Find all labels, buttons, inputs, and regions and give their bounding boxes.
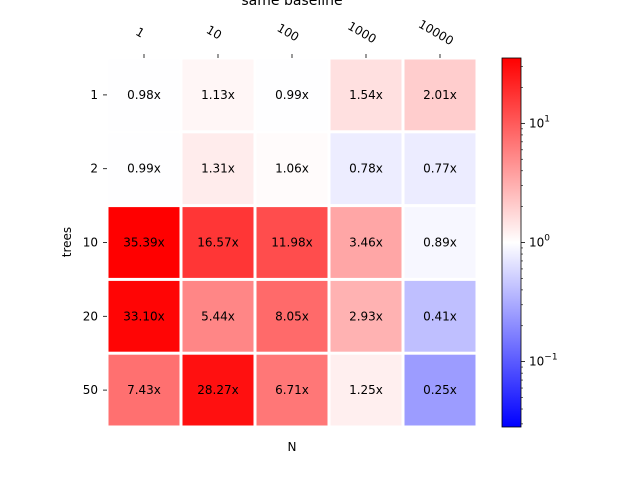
x-tick-label: 100 bbox=[275, 21, 302, 45]
y-axis-ticks: 1 2 10 20 50 bbox=[83, 88, 107, 397]
heatmap-cell bbox=[330, 133, 402, 205]
x-tick-label: 1 bbox=[133, 25, 147, 41]
colorbar: 10−1 100 101 bbox=[501, 57, 558, 428]
heatmap-cell bbox=[404, 280, 476, 352]
cell-value-label: 0.25x bbox=[423, 383, 457, 397]
heatmap-cell bbox=[256, 59, 328, 131]
y-tick-label: 50 bbox=[83, 383, 98, 397]
cell-value-label: 0.99x bbox=[127, 162, 161, 176]
colorbar-tick-label: 100 bbox=[529, 233, 550, 249]
heatmap-cell bbox=[256, 280, 328, 352]
heatmap-cell bbox=[256, 207, 328, 278]
cell-value-label: 3.46x bbox=[349, 236, 383, 250]
cell-value-label: 2.01x bbox=[423, 88, 457, 102]
colorbar-gradient bbox=[501, 57, 522, 428]
heatmap-cell bbox=[108, 354, 180, 426]
cell-value-label: 11.98x bbox=[271, 236, 312, 250]
cell-value-label: 6.71x bbox=[275, 383, 309, 397]
heatmap-cell bbox=[182, 133, 254, 205]
heatmap-cell bbox=[182, 280, 254, 352]
y-tick-label: 2 bbox=[90, 162, 98, 176]
cell-value-label: 0.98x bbox=[127, 88, 161, 102]
chart-title: same baseline bbox=[241, 0, 342, 9]
cell-value-label: 33.10x bbox=[123, 309, 164, 323]
cell-value-label: 35.39x bbox=[123, 236, 164, 250]
cell-value-label: 0.78x bbox=[349, 162, 383, 176]
x-axis-ticks: 1 10 100 1000 10000 bbox=[133, 17, 456, 58]
heatmap-cell bbox=[108, 280, 180, 352]
cell-value-label: 1.31x bbox=[201, 162, 235, 176]
cell-value-label: 0.77x bbox=[423, 162, 457, 176]
heatmap-cell bbox=[108, 207, 180, 278]
cell-value-label: 0.41x bbox=[423, 309, 457, 323]
cell-value-label: 1.54x bbox=[349, 88, 383, 102]
y-tick-label: 10 bbox=[83, 236, 98, 250]
heatmap-cells: 0.98x 1.13x 0.99x 1.54x 2.01x 0.99x 1.31x 1.06x… bbox=[108, 59, 476, 426]
cell-value-label: 1.25x bbox=[349, 383, 383, 397]
heatmap-cell bbox=[256, 133, 328, 205]
x-axis-label: N bbox=[288, 440, 297, 454]
heatmap-cell bbox=[404, 207, 476, 278]
cell-value-label: 0.99x bbox=[275, 88, 309, 102]
cell-value-label: 7.43x bbox=[127, 383, 161, 397]
cell-value-label: 28.27x bbox=[197, 383, 238, 397]
heatmap-cell bbox=[330, 207, 402, 278]
heatmap-cell bbox=[182, 59, 254, 131]
y-tick-label: 20 bbox=[83, 309, 98, 323]
cell-value-label: 2.93x bbox=[349, 309, 383, 323]
colorbar-tick-label: 10−1 bbox=[529, 353, 558, 369]
x-tick-label: 1000 bbox=[345, 19, 378, 46]
heatmap-cell bbox=[330, 280, 402, 352]
cell-value-label: 1.06x bbox=[275, 162, 309, 176]
cell-value-label: 16.57x bbox=[197, 236, 238, 250]
heatmap-cell bbox=[108, 133, 180, 205]
heatmap-cell bbox=[330, 59, 402, 131]
cell-value-label: 8.05x bbox=[275, 309, 309, 323]
y-tick-label: 1 bbox=[90, 88, 98, 102]
heatmap-cell bbox=[256, 354, 328, 426]
heatmap-cell bbox=[182, 207, 254, 278]
x-tick-label: 10 bbox=[204, 23, 224, 43]
heatmap-cell bbox=[330, 354, 402, 426]
heatmap-cell bbox=[108, 59, 180, 131]
colorbar-tick-label: 101 bbox=[529, 114, 550, 130]
cell-value-label: 0.89x bbox=[423, 236, 457, 250]
cell-value-label: 1.13x bbox=[201, 88, 235, 102]
x-tick-label: 10000 bbox=[416, 17, 456, 48]
heatmap-cell bbox=[404, 59, 476, 131]
cell-value-label: 5.44x bbox=[201, 309, 235, 323]
heatmap-cell bbox=[404, 354, 476, 426]
y-axis-label: trees bbox=[60, 227, 74, 257]
heatmap-cell bbox=[182, 354, 254, 426]
heatmap-cell bbox=[404, 133, 476, 205]
